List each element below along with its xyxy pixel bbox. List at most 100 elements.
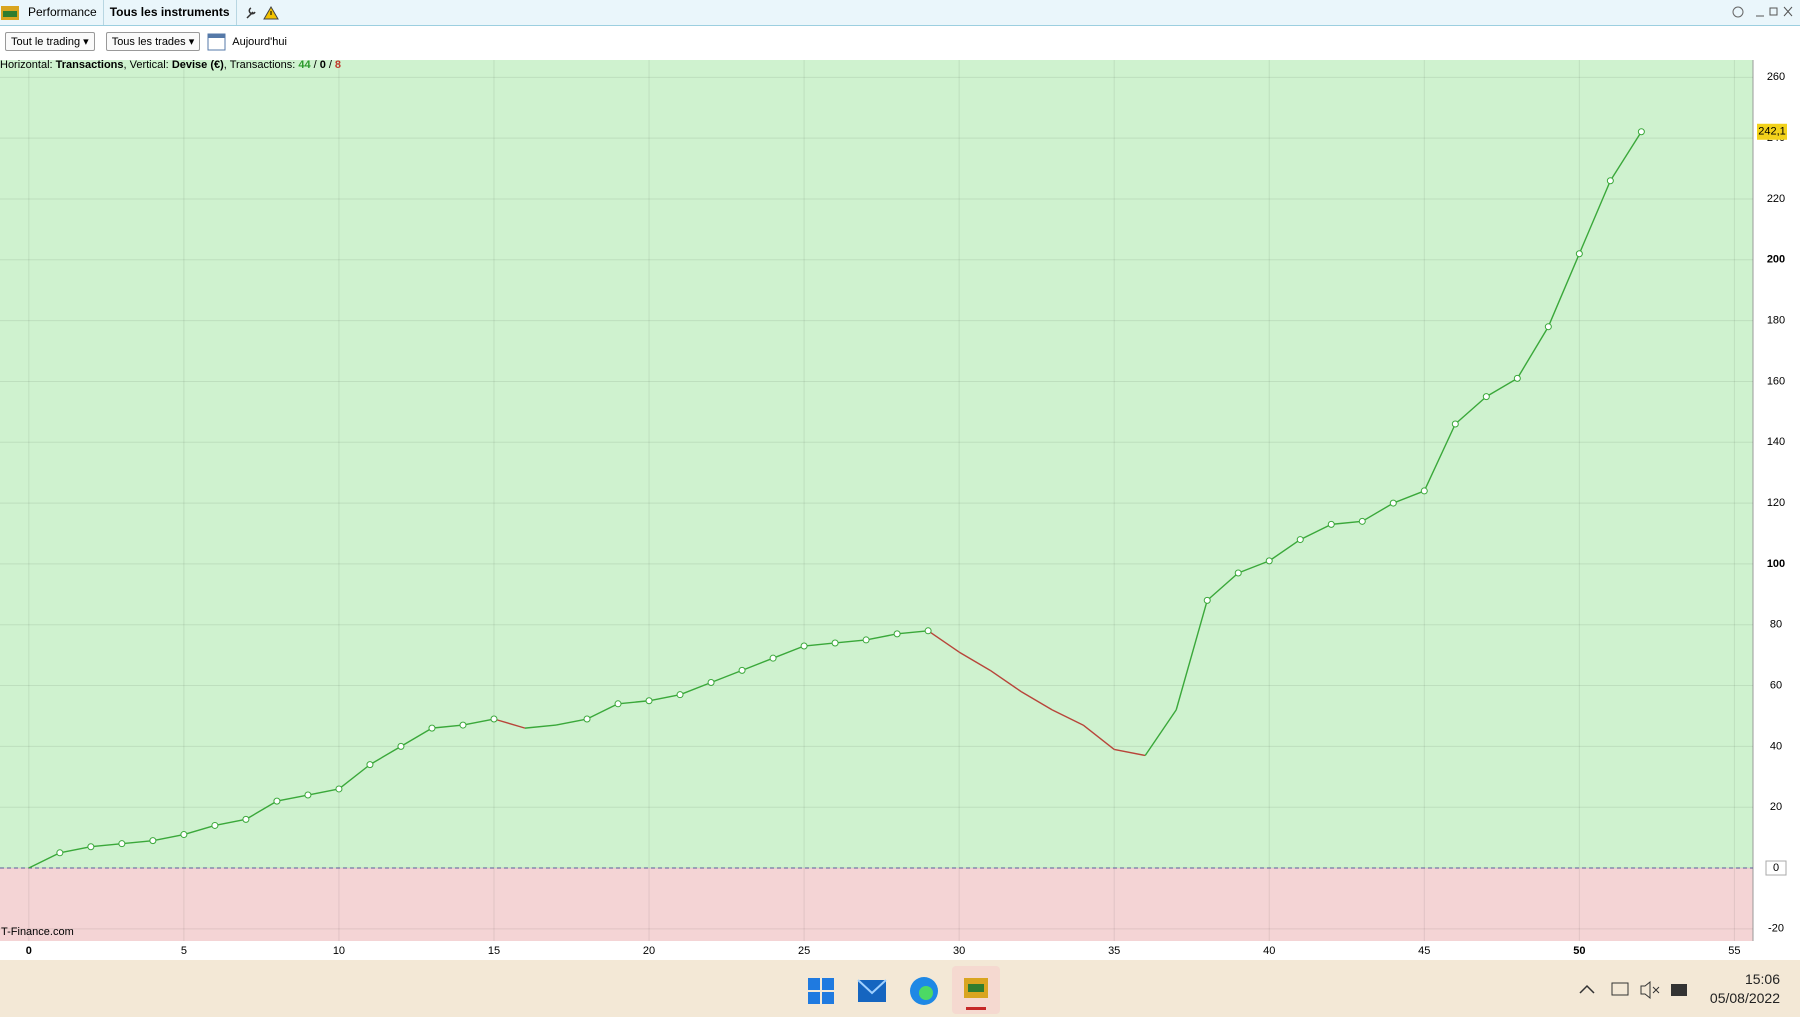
x-tick-label: 20 bbox=[643, 945, 655, 957]
line-segment bbox=[897, 630, 929, 635]
point bbox=[87, 843, 95, 851]
point bbox=[707, 679, 715, 687]
point bbox=[769, 654, 777, 662]
point bbox=[490, 715, 498, 723]
info-value: Transactions bbox=[55, 59, 124, 71]
chart-info: Horizontal: Transactions, Vertical: Devi… bbox=[0, 59, 341, 71]
point bbox=[924, 627, 932, 635]
info-text: Horizontal: bbox=[0, 59, 53, 71]
line-segment bbox=[1082, 724, 1115, 750]
point bbox=[614, 700, 622, 708]
line-segment bbox=[1361, 502, 1394, 522]
y-tick-label: 160 bbox=[1767, 375, 1785, 387]
line-segment bbox=[1114, 748, 1146, 757]
line-segment bbox=[555, 718, 588, 726]
line-segment bbox=[1299, 523, 1332, 541]
y-tick-label: 180 bbox=[1767, 315, 1785, 327]
line-segment bbox=[214, 818, 247, 827]
separator: / bbox=[313, 59, 317, 71]
line-segment bbox=[648, 693, 681, 702]
line-segment bbox=[958, 651, 991, 671]
y-tick-label: 60 bbox=[1770, 679, 1782, 691]
point bbox=[1327, 520, 1335, 528]
axis-panel bbox=[1753, 60, 1800, 941]
calendar-icon[interactable] bbox=[206, 31, 228, 53]
point bbox=[893, 630, 901, 638]
app-logo bbox=[1, 5, 19, 20]
separator: / bbox=[328, 59, 332, 71]
line-segment bbox=[245, 800, 278, 820]
line-segment bbox=[1144, 709, 1177, 756]
line-segment bbox=[772, 645, 805, 659]
point bbox=[1544, 323, 1552, 331]
filter-dropdown[interactable]: Tout le trading ▾ bbox=[5, 32, 95, 51]
line-segment bbox=[431, 724, 464, 729]
filter-label: Tous les trades bbox=[111, 36, 186, 48]
point bbox=[1575, 250, 1583, 258]
point bbox=[1234, 569, 1242, 577]
chart: -200204060801001201401601802002202402600… bbox=[0, 60, 1800, 960]
y-tick-label: 100 bbox=[1767, 558, 1785, 570]
x-tick-label: 15 bbox=[488, 945, 500, 957]
y-tick-label: 80 bbox=[1770, 619, 1782, 631]
line-segment bbox=[338, 764, 371, 790]
line-segment bbox=[1547, 253, 1580, 327]
line-segment bbox=[1423, 423, 1456, 492]
point bbox=[738, 666, 746, 674]
line-segment bbox=[400, 727, 433, 747]
point bbox=[149, 837, 157, 845]
window-controls[interactable] bbox=[1726, 2, 1796, 22]
x-tick-label: 40 bbox=[1263, 945, 1275, 957]
point bbox=[800, 642, 808, 650]
positive-zone bbox=[0, 60, 1753, 869]
negative-zone bbox=[0, 868, 1753, 941]
filter-dropdown[interactable]: Tous les trades ▾ bbox=[105, 32, 201, 51]
line-segment bbox=[369, 745, 402, 766]
line-segment bbox=[1454, 396, 1487, 425]
x-tick-label: 0 bbox=[26, 945, 32, 957]
line-segment bbox=[524, 724, 557, 729]
line-segment bbox=[1485, 377, 1518, 398]
y-tick-label: 220 bbox=[1767, 193, 1785, 205]
point bbox=[180, 831, 188, 839]
line-segment bbox=[1516, 326, 1549, 379]
point bbox=[831, 639, 839, 647]
info-text: , Vertical: bbox=[123, 59, 169, 71]
point bbox=[1451, 420, 1459, 428]
x-tick-label: 45 bbox=[1418, 945, 1430, 957]
line-segment bbox=[276, 794, 309, 802]
time: 15:06 bbox=[1744, 971, 1780, 987]
x-tick-label: 25 bbox=[798, 945, 810, 957]
neutral: 0 bbox=[319, 59, 326, 71]
line-segment bbox=[183, 824, 216, 836]
line-segment bbox=[121, 839, 153, 845]
info-value: Devise (€) bbox=[171, 59, 224, 71]
point bbox=[1203, 596, 1211, 604]
point bbox=[1420, 487, 1428, 495]
line-segment bbox=[59, 846, 91, 854]
zero-box bbox=[1765, 860, 1787, 876]
point bbox=[645, 697, 653, 705]
tab[interactable]: Performance bbox=[22, 0, 104, 25]
y-tick-label: 140 bbox=[1767, 436, 1785, 448]
line-segment bbox=[804, 642, 836, 647]
line-segment bbox=[90, 842, 122, 848]
taskbar-icons[interactable] bbox=[800, 966, 1000, 1014]
tab[interactable]: Tous les instruments bbox=[104, 0, 237, 25]
point bbox=[1606, 177, 1614, 185]
point bbox=[1513, 374, 1521, 382]
line-segment bbox=[1206, 572, 1239, 601]
line-segment bbox=[28, 852, 61, 869]
date-button[interactable]: Aujourd'hui bbox=[232, 35, 287, 48]
y-tick-label: 0 bbox=[1773, 862, 1779, 874]
line-segment bbox=[1237, 560, 1270, 574]
title-bar: Performance Tous les instruments bbox=[0, 0, 1800, 26]
x-tick-label: 55 bbox=[1728, 945, 1740, 957]
taskbar: 15:06 05/08/2022 bbox=[0, 960, 1800, 1017]
y-tick-label: 40 bbox=[1770, 740, 1782, 752]
point bbox=[1389, 499, 1397, 507]
line-segment bbox=[1268, 539, 1301, 562]
line-segment bbox=[493, 718, 526, 729]
line-segment bbox=[152, 833, 185, 842]
system-tray[interactable] bbox=[1575, 978, 1695, 1002]
